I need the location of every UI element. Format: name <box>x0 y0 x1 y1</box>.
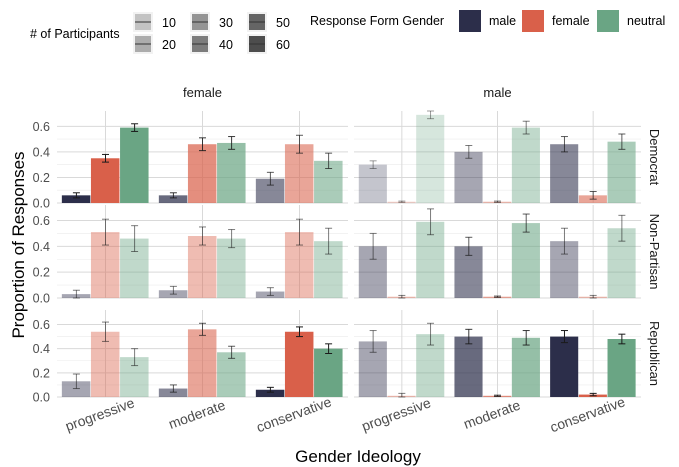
bar-neutral <box>607 141 636 203</box>
bar-neutral <box>511 337 540 397</box>
y-tick-label: 0.0 <box>33 292 50 306</box>
axis-labels: Proportion of Responses Gender Ideology <box>9 151 421 466</box>
bar-neutral <box>217 142 246 203</box>
y-tick-label: 0.6 <box>33 120 50 134</box>
bar-male <box>454 336 483 397</box>
legend-key-female <box>522 10 544 32</box>
bar-male <box>454 151 483 203</box>
y-tick-label: 0.2 <box>33 366 50 380</box>
legend-label-male: male <box>489 14 516 28</box>
facet-label-democrat: Democrat <box>647 129 662 186</box>
bar-neutral <box>217 352 246 397</box>
size-legend-label: 40 <box>219 38 233 52</box>
bar-neutral <box>511 127 540 203</box>
y-axis-title: Proportion of Responses <box>9 151 28 338</box>
legend-label-neutral: neutral <box>627 14 665 28</box>
y-tick-label: 0.6 <box>33 214 50 228</box>
size-legend-label: 30 <box>219 16 233 30</box>
bar-female <box>284 144 314 203</box>
legend: # of Participants Response Form Gender 1… <box>30 10 665 54</box>
x-tick-label: moderate <box>461 397 522 432</box>
y-tick-label: 0.6 <box>33 318 50 332</box>
size-legend-label: 60 <box>276 38 290 52</box>
y-tick-label: 0.0 <box>33 197 50 211</box>
bar-neutral <box>314 348 343 397</box>
bar-male <box>358 164 387 203</box>
bar-female <box>387 201 416 203</box>
facet-label-male: male <box>483 85 511 100</box>
x-tick-label: moderate <box>166 397 227 432</box>
y-tick-label: 0.2 <box>33 171 50 185</box>
size-legend-label: 20 <box>162 38 176 52</box>
facet-panels: female male Democrat Non-Partisan Republican… <box>33 85 662 435</box>
bar-neutral <box>607 339 636 397</box>
y-tick-label: 0.4 <box>33 342 50 356</box>
bar-male <box>61 381 91 397</box>
bar-female <box>187 236 217 298</box>
x-axis-title: Gender Ideology <box>295 447 421 466</box>
bar-male <box>61 195 91 203</box>
bar-female <box>90 158 120 203</box>
facet-label-female: female <box>183 85 222 100</box>
bar-male <box>255 389 285 397</box>
bar-female <box>284 331 314 397</box>
bar-neutral <box>416 114 445 203</box>
x-tick-label: progressive <box>63 394 137 434</box>
bar-neutral <box>511 223 540 298</box>
facet-label-republican: Republican <box>647 321 662 386</box>
legend-label-female: female <box>552 14 590 28</box>
y-tick-label: 0.0 <box>33 391 50 405</box>
bar-male <box>158 388 188 397</box>
bar-female <box>187 329 217 397</box>
bar-male <box>550 336 579 397</box>
legend-key-neutral <box>597 10 619 32</box>
bar-male <box>158 195 188 203</box>
x-tick-label: progressive <box>359 394 433 434</box>
bar-neutral <box>217 238 246 298</box>
series-legend-title: Response Form Gender <box>310 14 444 28</box>
y-tick-label: 0.4 <box>33 145 50 159</box>
bar-male <box>550 144 579 203</box>
x-tick-label: conservative <box>548 393 628 435</box>
x-tick-label: conservative <box>254 393 334 435</box>
size-legend-label: 10 <box>162 16 176 30</box>
size-legend-title: # of Participants <box>30 27 120 41</box>
facet-label-non-partisan: Non-Partisan <box>647 214 662 290</box>
bar-female <box>187 144 217 203</box>
bar-female <box>90 331 120 397</box>
size-legend-label: 50 <box>276 16 290 30</box>
y-tick-label: 0.2 <box>33 266 50 280</box>
bar-neutral <box>120 127 149 203</box>
y-tick-label: 0.4 <box>33 240 50 254</box>
legend-key-male <box>459 10 481 32</box>
